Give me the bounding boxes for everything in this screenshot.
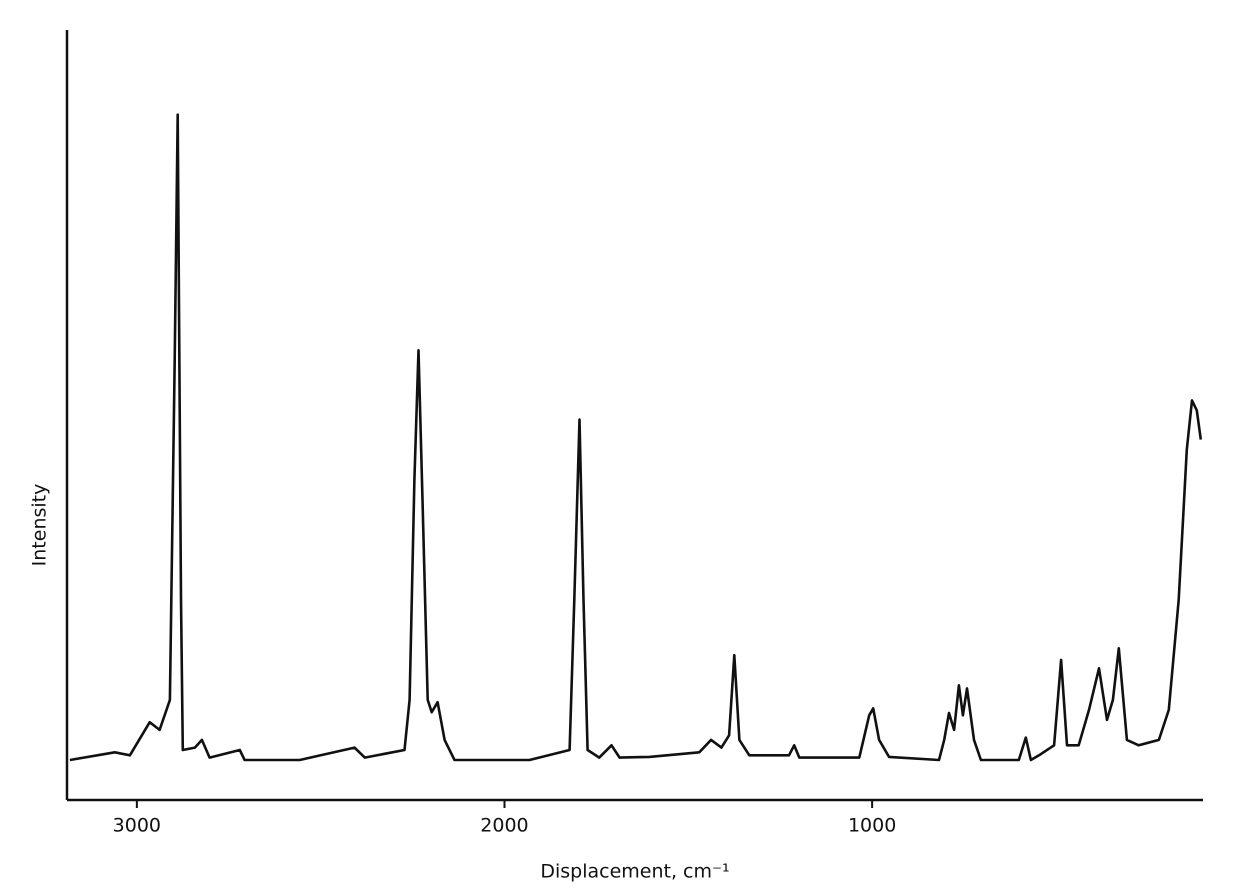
x-tick-label: 1000 bbox=[848, 815, 896, 837]
y-axis-label: Intensity bbox=[29, 484, 51, 567]
x-axis-label: Displacement, cm⁻¹ bbox=[540, 861, 729, 883]
x-tick-label: 3000 bbox=[113, 815, 161, 837]
x-tick-label: 2000 bbox=[480, 815, 528, 837]
spectrum-line bbox=[69, 113, 1203, 762]
